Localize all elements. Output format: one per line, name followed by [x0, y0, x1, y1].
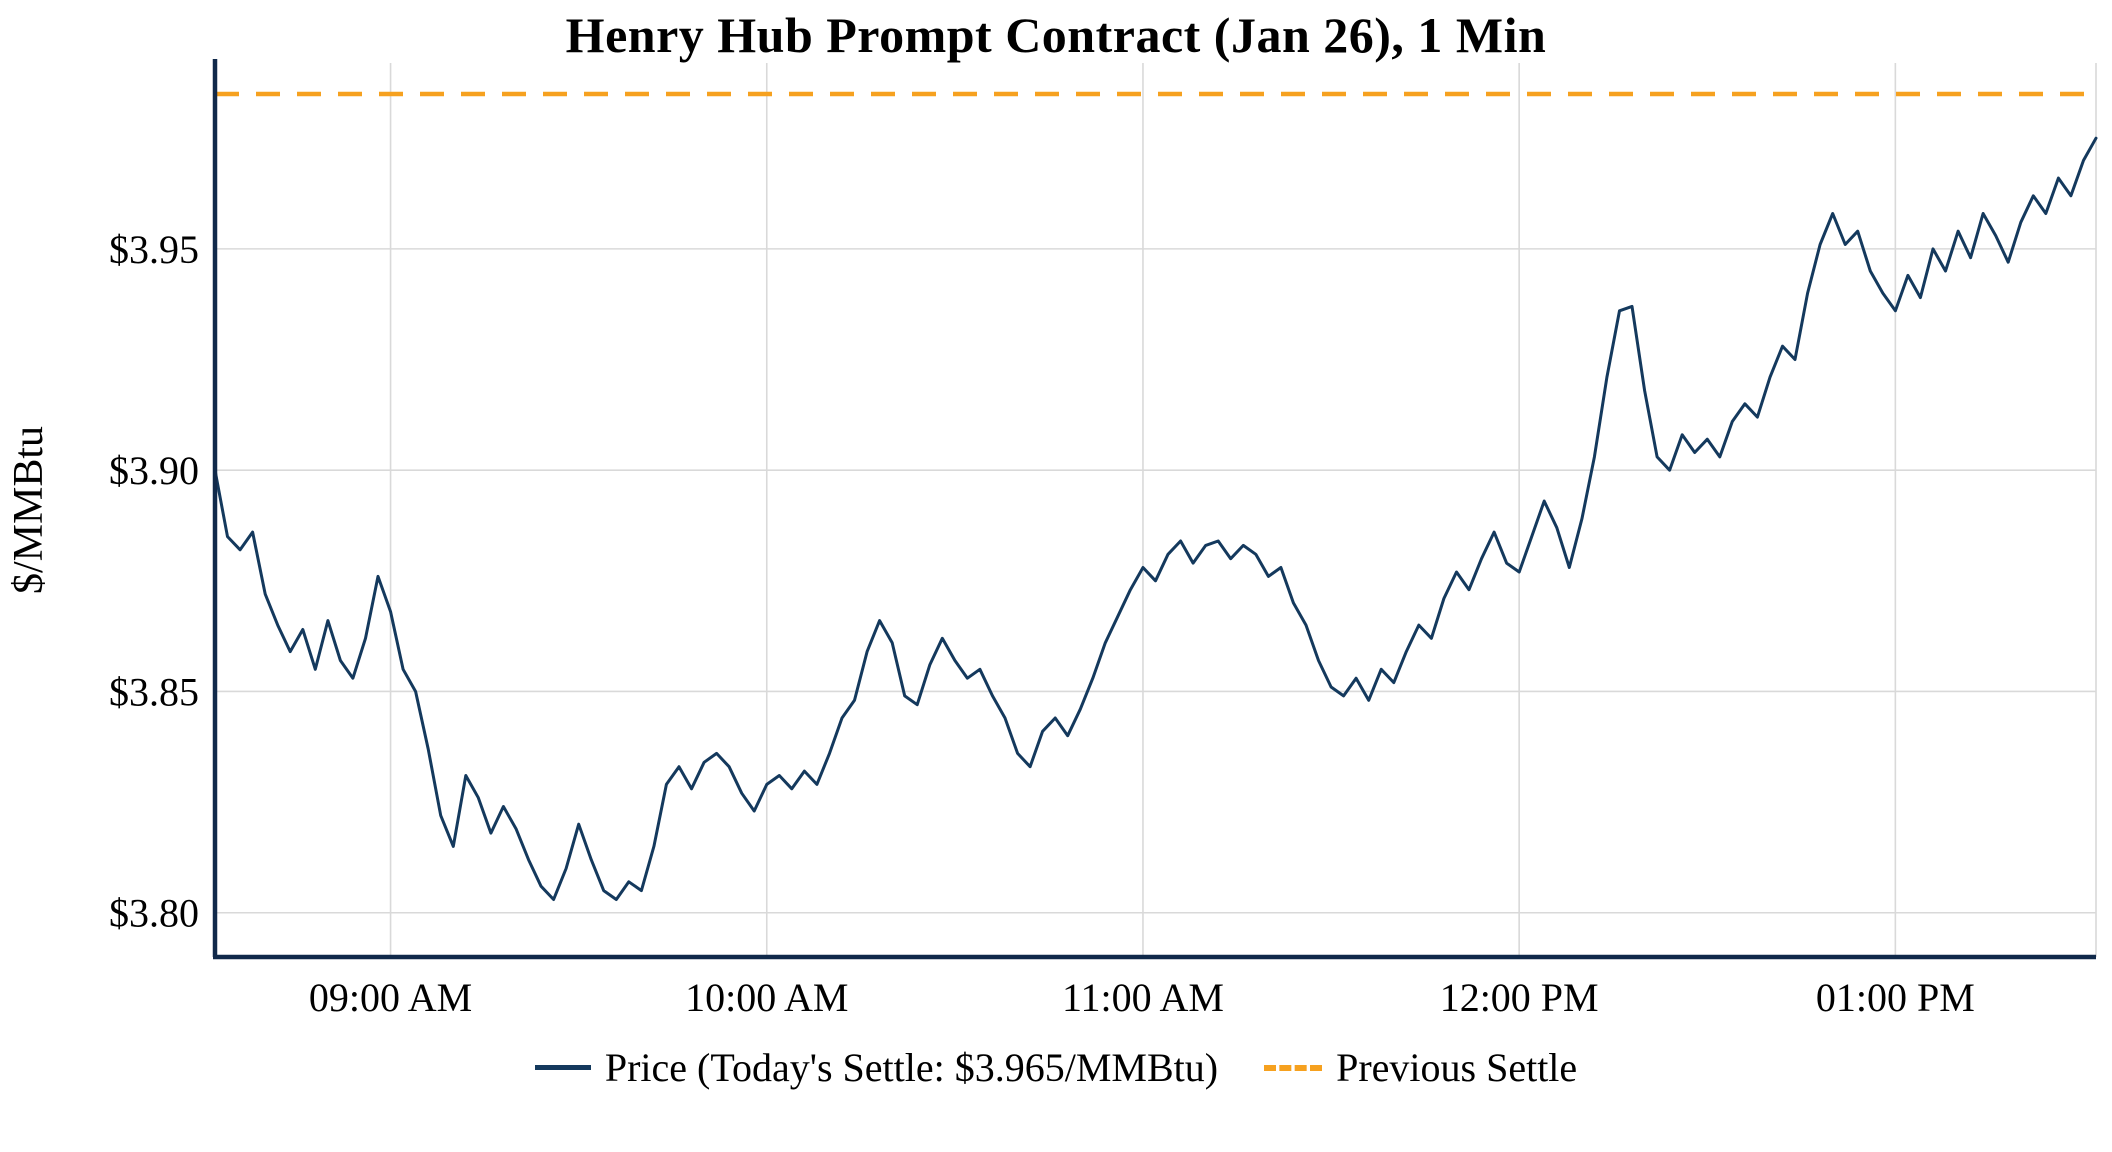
x-tick-label: 01:00 PM	[1816, 975, 1975, 1020]
x-tick-label: 11:00 AM	[1062, 975, 1224, 1020]
legend-item-price: Price (Today's Settle: $3.965/MMBtu)	[534, 1044, 1219, 1091]
y-axis-title: $/MMBtu	[6, 426, 52, 594]
x-tick-label: 12:00 PM	[1440, 975, 1599, 1020]
price-line-swatch-icon	[534, 1065, 591, 1070]
x-tick-label: 10:00 AM	[685, 975, 848, 1020]
y-tick-label: $3.85	[109, 669, 199, 714]
legend-item-previous-settle: Previous Settle	[1264, 1044, 1577, 1091]
y-tick-label: $3.80	[109, 891, 199, 936]
chart-title: Henry Hub Prompt Contract (Jan 26), 1 Mi…	[565, 7, 1547, 63]
y-tick-label: $3.90	[109, 448, 199, 493]
x-tick-label: 09:00 AM	[309, 975, 472, 1020]
previous-settle-swatch-icon	[1264, 1064, 1323, 1071]
price-line	[213, 136, 2098, 901]
legend: Price (Today's Settle: $3.965/MMBtu) Pre…	[0, 1044, 2112, 1091]
legend-settle-label: Previous Settle	[1336, 1045, 1578, 1090]
price-chart: $3.80 $3.85 $3.90 $3.95 09:00 AM 10:00 AM 11:0…	[6, 59, 2098, 1020]
y-tick-label: $3.95	[109, 227, 199, 272]
legend-price-label: Price (Today's Settle: $3.965/MMBtu)	[604, 1045, 1219, 1090]
